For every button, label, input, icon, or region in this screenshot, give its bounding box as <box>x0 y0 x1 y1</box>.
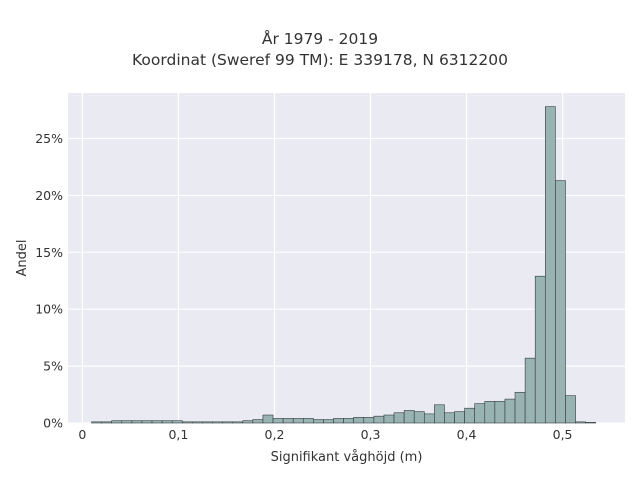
histogram-bar <box>575 421 586 424</box>
histogram-bar <box>413 411 425 424</box>
x-tick-label: 0 <box>78 427 86 442</box>
histogram-bar <box>434 404 445 424</box>
histogram-bar <box>313 419 324 424</box>
histogram-bar <box>101 421 112 424</box>
histogram-bar <box>524 357 536 424</box>
x-tick-label: 0,2 <box>265 427 285 442</box>
y-tick-label: 5% <box>43 359 63 374</box>
histogram-bar <box>212 421 223 424</box>
histogram-bar <box>252 419 264 424</box>
chart-title: År 1979 - 2019 <box>261 30 379 48</box>
histogram-bar <box>272 418 284 424</box>
histogram-bar <box>343 418 355 424</box>
histogram-bar <box>353 417 365 424</box>
x-tick-label: 0,4 <box>457 427 477 442</box>
histogram-bar <box>91 421 102 424</box>
y-tick-label: 10% <box>35 302 63 317</box>
histogram-bar <box>292 418 304 424</box>
histogram-bar <box>544 106 556 424</box>
histogram-bar <box>585 422 597 424</box>
histogram-bar <box>393 412 405 424</box>
histogram-bar <box>464 407 476 424</box>
histogram-bar <box>403 410 415 424</box>
histogram-bar <box>151 420 163 424</box>
histogram-bar <box>555 180 566 424</box>
histogram-bar <box>121 420 133 424</box>
histogram-bar <box>504 398 516 424</box>
x-axis-title: Signifikant våghöjd (m) <box>271 450 423 465</box>
histogram-bar <box>363 417 375 424</box>
chart-subtitle: Koordinat (Sweref 99 TM): E 339178, N 63… <box>132 51 508 69</box>
histogram-bar <box>131 420 143 424</box>
y-tick-label: 0% <box>43 416 63 431</box>
histogram-bar <box>192 421 203 424</box>
histogram-bar <box>262 414 274 424</box>
histogram-bar <box>474 403 486 424</box>
histogram-bar <box>534 275 546 424</box>
histogram-bar <box>302 418 314 424</box>
histogram-bar <box>423 413 435 424</box>
histogram-bar <box>181 421 193 424</box>
x-tick-label: 0,1 <box>168 427 188 442</box>
histogram-bar <box>282 418 294 424</box>
histogram-bar <box>161 420 173 424</box>
histogram-bar <box>514 391 526 424</box>
histogram-bar <box>242 420 254 424</box>
y-tick-label: 15% <box>35 245 63 260</box>
histogram-bar <box>444 412 455 424</box>
histogram-bar <box>484 401 496 424</box>
x-tick-label: 0,3 <box>361 427 381 442</box>
y-tick-label: 20% <box>35 188 63 203</box>
histogram-bar <box>141 420 153 424</box>
histogram-bar <box>383 414 395 424</box>
histogram-bar <box>202 421 213 424</box>
x-tick-label: 0,5 <box>553 427 573 442</box>
y-axis-title: Andel <box>15 240 30 277</box>
histogram-bar <box>171 420 183 424</box>
histogram-bar <box>111 420 123 424</box>
histogram-bar <box>373 415 385 424</box>
histogram-bar <box>222 421 233 424</box>
histogram-bar <box>333 418 344 424</box>
histogram-bar <box>454 411 465 424</box>
histogram-bar <box>494 401 506 424</box>
histogram-bar <box>565 395 576 424</box>
histogram-bar <box>232 421 244 424</box>
histogram-bar <box>323 419 334 424</box>
y-tick-label: 25% <box>35 131 63 146</box>
